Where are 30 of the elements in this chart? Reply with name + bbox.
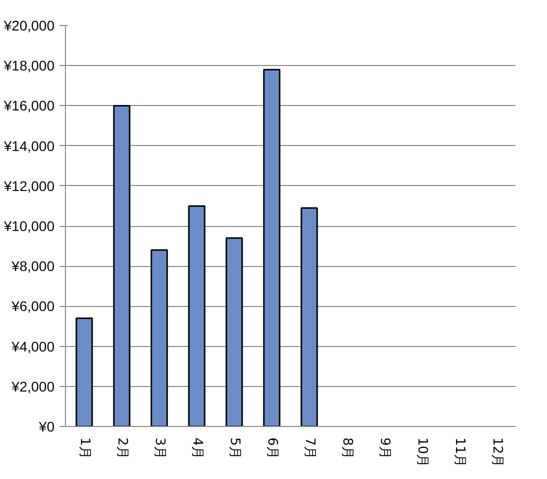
- x-tick-label: 1月: [76, 438, 92, 459]
- bar: [76, 317, 93, 426]
- x-tick-label: 9月: [376, 438, 392, 459]
- x-tick-label: 3月: [152, 438, 167, 459]
- y-tick-label: ¥16,000: [2, 98, 55, 114]
- x-tick-label: 11月: [452, 438, 467, 468]
- x-tick-label: 2月: [114, 438, 130, 459]
- x-tick-label: 8月: [339, 438, 354, 459]
- x-tick-label: 5月: [226, 438, 242, 459]
- y-tick-label: ¥18,000: [2, 58, 55, 74]
- y-tick-label: ¥0: [38, 418, 55, 434]
- bar: [300, 207, 318, 426]
- y-tick-label: ¥10,000: [2, 218, 55, 234]
- bar: [226, 237, 243, 426]
- y-tick-label: ¥6,000: [10, 298, 55, 314]
- x-tick-label: 10月: [414, 438, 430, 468]
- y-tick-label: ¥8,000: [10, 258, 55, 274]
- y-tick-label: ¥4,000: [10, 338, 55, 354]
- bar: [263, 68, 280, 426]
- x-tick-label: 12月: [489, 438, 504, 468]
- y-tick-label: ¥20,000: [2, 18, 55, 34]
- bar: [113, 104, 130, 426]
- y-tick-label: ¥14,000: [2, 138, 55, 154]
- y-tick-label: ¥2,000: [10, 378, 55, 394]
- x-tick-label: 4月: [189, 438, 204, 459]
- y-tick-label: ¥12,000: [2, 178, 55, 194]
- bar: [188, 205, 206, 426]
- x-tick-label: 7月: [302, 438, 317, 459]
- x-tick-label: 6月: [264, 438, 280, 459]
- bar: [150, 249, 168, 426]
